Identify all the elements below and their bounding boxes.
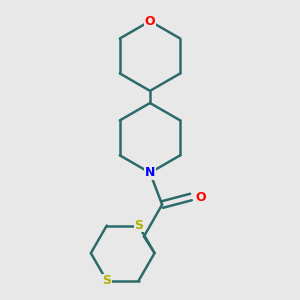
- Text: O: O: [145, 15, 155, 28]
- Text: S: S: [134, 219, 143, 232]
- Text: O: O: [196, 190, 206, 203]
- Text: S: S: [102, 274, 111, 287]
- Text: N: N: [145, 166, 155, 179]
